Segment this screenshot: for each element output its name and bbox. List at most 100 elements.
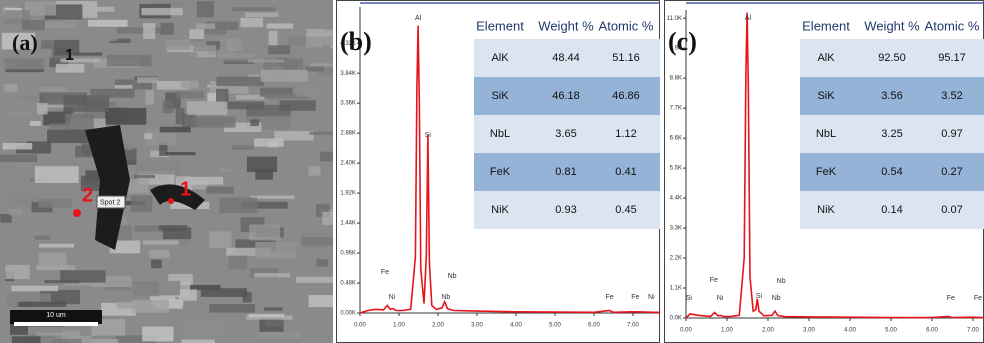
table-cell: SiK xyxy=(817,90,835,102)
sem-grain xyxy=(255,241,297,259)
sem-grain xyxy=(144,133,153,139)
sem-grain xyxy=(53,338,82,343)
sem-grain xyxy=(116,27,162,34)
table-row xyxy=(800,77,984,115)
sem-grain xyxy=(149,296,176,301)
sem-grain xyxy=(55,63,85,73)
x-tick-label: 3.00 xyxy=(803,328,815,334)
y-tick-label: 0.00K xyxy=(340,311,356,317)
sem-grain xyxy=(1,32,36,50)
table-cell: 3.56 xyxy=(881,90,902,102)
sem-grain xyxy=(184,176,224,185)
sem-grain xyxy=(200,288,247,297)
scale-bar-box xyxy=(10,310,102,324)
sem-grain xyxy=(260,69,308,82)
x-tick-label: 7.00 xyxy=(967,328,979,334)
sem-grain xyxy=(8,111,31,118)
sem-grain xyxy=(178,289,197,301)
sem-grain xyxy=(316,259,329,267)
spot-label: 2 xyxy=(82,184,93,206)
spectrum-line xyxy=(685,12,984,319)
table-header: Weight % xyxy=(538,18,594,33)
sem-grain xyxy=(158,175,170,181)
y-tick-label: 2.40K xyxy=(340,161,356,167)
sem-grain xyxy=(17,95,45,100)
sem-grain xyxy=(60,58,100,63)
sem-grain xyxy=(175,108,185,125)
sem-grain xyxy=(204,21,239,30)
sem-grain xyxy=(35,21,76,29)
sem-crack xyxy=(150,184,205,210)
x-tick-label: 5.00 xyxy=(549,323,561,329)
sem-grain xyxy=(109,38,131,44)
panel-label: (c) xyxy=(668,27,697,56)
peak-label: Al xyxy=(415,15,422,22)
peak-label: Fe xyxy=(947,295,955,302)
table-header: Element xyxy=(802,18,850,33)
table-cell: 0.81 xyxy=(555,166,576,178)
table-row xyxy=(474,153,660,191)
scale-bar-label: 10 um xyxy=(46,312,66,319)
sem-grain xyxy=(322,211,333,225)
sem-grain xyxy=(54,39,80,56)
peak-label: Nb xyxy=(772,295,781,302)
sem-grain xyxy=(109,240,141,254)
sem-grain xyxy=(90,276,132,288)
sem-grain xyxy=(49,57,69,68)
table-row xyxy=(474,115,660,153)
sem-grain xyxy=(141,7,183,16)
sem-grain xyxy=(11,285,59,292)
sem-grain xyxy=(264,307,283,311)
sem-grain xyxy=(216,76,264,87)
sem-grain xyxy=(209,231,232,248)
table-cell: 0.07 xyxy=(941,204,962,216)
sem-grain xyxy=(309,131,333,135)
sem-grain xyxy=(250,119,260,127)
sem-grain xyxy=(247,59,285,63)
sem-grain xyxy=(160,22,174,35)
sem-grain xyxy=(152,1,186,6)
label-marker: 1 xyxy=(65,47,74,64)
sem-grain xyxy=(21,19,45,31)
sem-grain xyxy=(248,313,285,318)
table-row xyxy=(474,39,660,77)
sem-grain xyxy=(49,123,68,130)
peak-label: Ni xyxy=(648,294,655,301)
sem-grain xyxy=(206,186,234,194)
spectrum-panel: 0.0K 1.1K 2.2K 3.3K 4.4K 5.5K 6.6K 7.7K 8.8K 9.9K… xyxy=(667,2,984,334)
sem-grain xyxy=(145,89,155,105)
sem-grain xyxy=(181,80,199,89)
sem-grain xyxy=(5,264,30,280)
sem-grain xyxy=(182,113,197,128)
sem-grain xyxy=(0,214,12,223)
sem-grain xyxy=(142,240,182,245)
sem-grain xyxy=(219,197,258,214)
sem-grain xyxy=(159,126,191,133)
sem-grain xyxy=(9,208,23,216)
sem-grain xyxy=(73,52,103,56)
sem-grain xyxy=(11,336,41,343)
sem-grain xyxy=(162,100,174,114)
sem-grain xyxy=(206,41,227,51)
sem-grain xyxy=(36,265,76,271)
table-cell: 3.25 xyxy=(881,128,902,140)
sem-grain xyxy=(159,142,168,156)
sem-grain xyxy=(216,88,229,102)
table-row xyxy=(474,77,660,115)
sem-grain xyxy=(308,295,333,308)
x-tick-label: 2.00 xyxy=(762,328,774,334)
peak-label: Fe xyxy=(606,294,614,301)
table-cell: AlK xyxy=(817,52,835,64)
sem-grain xyxy=(240,17,264,28)
sem-grain xyxy=(196,23,215,29)
x-tick-label: 0.00 xyxy=(680,328,692,334)
sem-grain xyxy=(156,80,189,90)
sem-grain xyxy=(219,38,242,52)
x-tick-label: 7.00 xyxy=(627,323,639,329)
y-tick-label: 5.5K xyxy=(670,166,682,172)
sem-grain xyxy=(184,320,222,337)
sem-grain xyxy=(246,315,293,320)
peak-label: Fe xyxy=(381,269,389,276)
y-tick-label: 3.84K xyxy=(340,71,356,77)
